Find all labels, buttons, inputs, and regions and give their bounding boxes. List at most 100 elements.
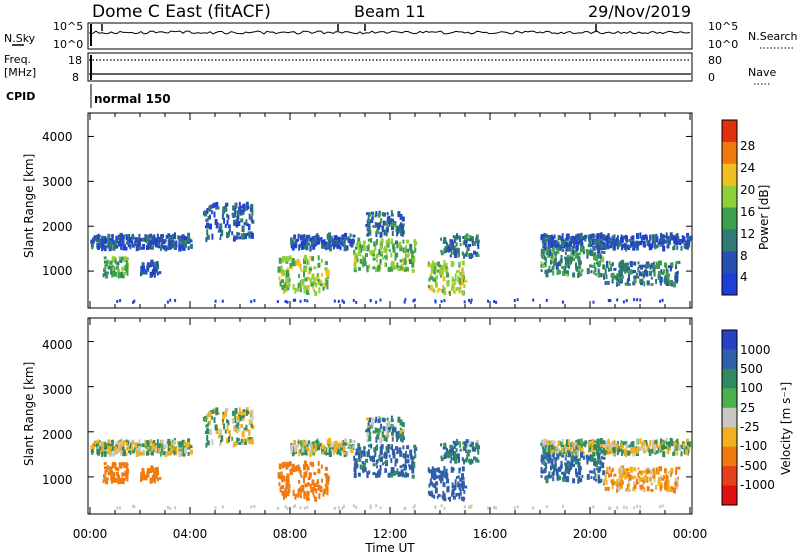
echo-cell <box>120 450 123 456</box>
echo-cell <box>624 476 626 479</box>
echo-cell <box>311 256 315 262</box>
colorbar-swatch <box>722 141 737 165</box>
echo-cell <box>122 245 126 251</box>
echo-cell <box>339 451 342 456</box>
echo-cell <box>392 246 396 253</box>
echo-cell <box>314 236 317 242</box>
echo-cell <box>594 450 597 454</box>
echo-cell <box>372 257 376 261</box>
time-tick-2: 08:00 <box>273 527 308 541</box>
echo-cell <box>459 261 461 265</box>
echo-cell <box>584 234 588 239</box>
echo-cell <box>431 286 434 292</box>
echo-cell <box>666 484 670 489</box>
echo-cell <box>397 434 400 440</box>
echo-cell <box>622 441 625 446</box>
echo-cell <box>167 233 171 239</box>
echo-cell <box>600 246 603 250</box>
echo-cell <box>353 257 357 264</box>
echo-cell <box>610 264 613 268</box>
echo-cell <box>576 265 579 272</box>
echo-cell <box>606 280 610 285</box>
echo-cell <box>473 250 476 255</box>
echo-cell <box>392 261 395 267</box>
echo-cell <box>603 452 607 456</box>
echo-cell <box>294 243 297 247</box>
echo-cell <box>578 446 582 450</box>
echo-cell <box>174 246 177 250</box>
echo-cell <box>161 234 165 238</box>
echo-cell <box>131 235 135 239</box>
echo-cell <box>355 460 358 465</box>
echo-cell <box>208 205 212 212</box>
echo-cell <box>141 262 144 267</box>
echo-cell <box>287 489 291 494</box>
echo-cell <box>228 436 230 443</box>
echo-cell <box>604 281 607 285</box>
echo-cell <box>667 235 671 240</box>
power-colorbar-label: Power [dB] <box>757 185 771 250</box>
echo-cell <box>187 240 191 244</box>
echo-cell <box>673 235 677 240</box>
echo-cell <box>663 475 665 480</box>
echo-cell <box>399 259 403 263</box>
echo-cell <box>303 477 305 484</box>
echo-cell <box>550 465 552 471</box>
echo-cell <box>371 420 374 426</box>
echo-cell <box>319 489 323 493</box>
echo-cell <box>90 445 93 450</box>
echo-cell <box>603 246 607 250</box>
echo-cell <box>399 450 403 457</box>
echo-cell <box>340 238 343 242</box>
echo-cell <box>120 477 123 484</box>
echo-cell <box>662 451 666 458</box>
echo-cell <box>304 277 308 282</box>
velocity-range-tick-4: 4000 <box>42 338 73 352</box>
echo-cell <box>593 461 597 466</box>
echo-cell <box>636 438 639 445</box>
echo-cell <box>342 446 346 451</box>
echo-cell <box>142 237 146 242</box>
echo-cell <box>294 287 297 294</box>
echo-cell <box>98 449 100 456</box>
echo-cell <box>401 231 404 237</box>
echo-cell <box>142 243 146 249</box>
echo-cell <box>125 472 129 479</box>
echo-cell <box>685 240 688 245</box>
echo-cell <box>411 455 414 461</box>
echo-cell <box>379 221 382 227</box>
colorbar-swatch <box>722 163 737 187</box>
echo-cell <box>107 443 110 448</box>
echo-cell <box>357 472 361 477</box>
echo-cell <box>616 298 619 302</box>
echo-cell <box>572 245 575 249</box>
echo-cell <box>132 504 135 508</box>
echo-cell <box>459 441 461 448</box>
echo-cell <box>468 298 470 302</box>
echo-cell <box>402 445 405 450</box>
echo-cell <box>433 288 436 293</box>
echo-cell <box>607 243 610 250</box>
echo-cell <box>153 446 157 450</box>
echo-cell <box>616 506 619 510</box>
echo-cell <box>287 283 291 288</box>
echo-cell <box>557 466 561 472</box>
echo-cell <box>311 240 314 246</box>
echo-cell <box>586 250 590 256</box>
echo-cell <box>618 262 622 268</box>
echo-cell <box>621 261 624 268</box>
echo-cell <box>154 268 158 273</box>
echo-cell <box>115 245 119 249</box>
echo-cell <box>125 447 129 451</box>
echo-cell <box>245 233 249 237</box>
echo-cell <box>116 506 119 510</box>
echo-cell <box>461 473 464 480</box>
echo-cell <box>97 439 100 446</box>
echo-cell <box>236 429 239 434</box>
echo-cell <box>168 447 171 451</box>
echo-cell <box>454 248 458 252</box>
echo-cell <box>554 463 557 468</box>
echo-cell <box>670 235 674 241</box>
echo-cell <box>204 211 208 217</box>
echo-cell <box>142 449 146 455</box>
